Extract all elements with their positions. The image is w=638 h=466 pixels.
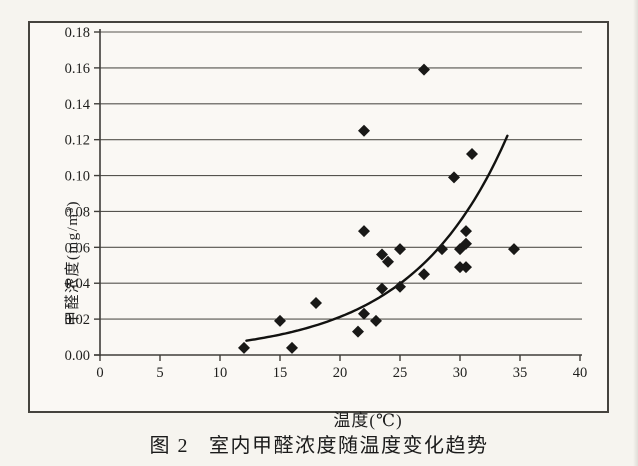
x-tick-label: 15 xyxy=(273,365,288,381)
y-tick-label: 0.04 xyxy=(65,276,91,292)
scatter-chart: 0.00 0.02 0.04 0.06 0.08 0.10 0.12 0.14 0.16 0.18… xyxy=(65,25,588,381)
data-point xyxy=(352,325,364,338)
y-tick-label: 0.18 xyxy=(65,25,90,41)
x-tick-label: 10 xyxy=(213,365,228,381)
data-point xyxy=(394,280,406,293)
data-point xyxy=(370,314,382,327)
figure-caption: 图 2 室内甲醛浓度随温度变化趋势 xyxy=(0,429,638,458)
x-tick-label: 40 xyxy=(573,365,588,381)
trend-curve xyxy=(245,134,509,342)
data-point xyxy=(436,243,448,256)
data-point xyxy=(274,314,286,327)
scan-edge-shade xyxy=(633,0,638,466)
y-tick-label: 0.06 xyxy=(65,240,90,256)
x-tick-label: 0 xyxy=(96,365,103,381)
data-point xyxy=(358,225,370,238)
y-axis-title: 甲醛浓度(mg/m³) xyxy=(65,200,81,326)
data-point xyxy=(394,243,406,256)
y-tick-label: 0.10 xyxy=(65,169,90,185)
data-point xyxy=(358,307,370,320)
data-point xyxy=(376,282,388,295)
y-tick-label: 0.12 xyxy=(65,133,90,149)
y-tick-label: 0.08 xyxy=(65,204,90,220)
x-tick-label: 20 xyxy=(333,365,348,381)
data-point xyxy=(466,148,478,161)
data-point xyxy=(418,268,430,281)
x-axis-title: 温度(℃) xyxy=(333,411,403,430)
x-tick-label: 35 xyxy=(513,365,528,381)
data-point xyxy=(382,255,394,268)
x-tick-label: 5 xyxy=(156,365,163,381)
data-point xyxy=(460,237,472,250)
y-tick-label: 0.16 xyxy=(65,61,90,77)
figure-caption-title: 室内甲醛浓度随温度变化趋势 xyxy=(209,435,489,457)
figure-caption-label: 图 2 xyxy=(149,435,189,457)
y-tick-label: 0.02 xyxy=(65,312,90,328)
x-tick-label: 30 xyxy=(453,365,468,381)
y-tick-label: 0.00 xyxy=(65,348,90,364)
data-point xyxy=(508,243,520,256)
data-point xyxy=(448,171,460,184)
data-point xyxy=(238,341,250,354)
data-point xyxy=(358,124,370,137)
data-point xyxy=(310,296,322,309)
figure-frame: 0.00 0.02 0.04 0.06 0.08 0.10 0.12 0.14 0.16 0.18… xyxy=(28,21,609,430)
y-tick-label: 0.14 xyxy=(65,97,91,113)
data-point xyxy=(376,248,388,261)
data-point xyxy=(286,341,298,354)
x-tick-label: 25 xyxy=(393,365,408,381)
data-point xyxy=(418,63,430,76)
data-point xyxy=(460,261,472,274)
data-point xyxy=(460,225,472,238)
